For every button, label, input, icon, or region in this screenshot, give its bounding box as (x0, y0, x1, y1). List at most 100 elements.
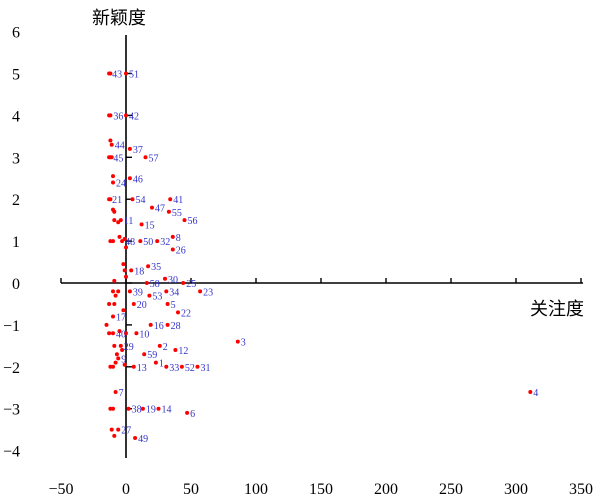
point-label: 3 (241, 338, 246, 349)
data-point (112, 433, 117, 438)
point-label: 25 (186, 279, 196, 290)
point-label: 2 (163, 342, 168, 353)
data-point (127, 146, 132, 151)
data-point (120, 239, 125, 244)
data-point (120, 348, 125, 353)
data-point (165, 322, 170, 327)
point-label: 49 (138, 434, 148, 445)
data-point (153, 360, 158, 365)
x-tick-label: 0 (122, 481, 130, 498)
point-label: 41 (173, 195, 183, 206)
point-label: 37 (133, 145, 143, 156)
data-point (131, 301, 136, 306)
data-point (113, 293, 118, 298)
data-point (181, 281, 186, 285)
point-label: 8 (176, 233, 181, 244)
data-point (139, 222, 144, 227)
data-point (111, 207, 115, 212)
data-point (164, 364, 169, 369)
y-tick-label: 2 (12, 192, 20, 209)
point-label: 33 (169, 363, 179, 374)
data-point (131, 364, 136, 369)
point-label: 51 (129, 70, 139, 81)
data-point (124, 331, 128, 336)
point-label: 46 (133, 174, 143, 185)
point-label: 9 (121, 354, 126, 365)
data-point (117, 329, 122, 334)
data-point (116, 356, 121, 361)
data-point (107, 71, 112, 76)
data-point (118, 218, 123, 223)
data-point (146, 264, 151, 269)
point-label: 34 (169, 287, 179, 298)
data-point (147, 293, 152, 298)
data-point (113, 389, 118, 394)
data-point (148, 322, 153, 327)
data-point (118, 343, 123, 348)
y-axis-title: 新颖度 (92, 8, 146, 29)
data-point (111, 180, 115, 185)
data-point (176, 310, 180, 315)
point-label: 59 (147, 350, 157, 361)
data-point (117, 234, 122, 239)
data-point (129, 268, 134, 273)
x-tick-label: 350 (569, 481, 593, 498)
data-point (198, 289, 203, 294)
point-label: 45 (113, 153, 123, 164)
point-label: 13 (137, 363, 147, 374)
data-point (124, 71, 128, 76)
data-point (112, 278, 117, 283)
data-point (111, 289, 115, 294)
data-point (144, 281, 149, 285)
point-label: 38 (132, 405, 142, 416)
data-point (134, 331, 139, 336)
point-label: 29 (124, 342, 134, 353)
y-tick-label: −3 (3, 402, 20, 419)
data-point (124, 113, 128, 118)
data-point (235, 339, 240, 344)
data-point (173, 348, 178, 353)
y-tick-label: 4 (12, 108, 20, 125)
point-label: 15 (145, 220, 155, 231)
point-label: 12 (178, 346, 188, 357)
point-label: 44 (115, 141, 125, 152)
y-tick-label: −4 (3, 444, 20, 461)
data-point (143, 155, 148, 160)
point-label: 1 (159, 359, 164, 370)
data-point (111, 364, 115, 369)
data-point (108, 113, 113, 118)
point-label: 50 (143, 237, 153, 248)
point-label: 48 (125, 237, 135, 248)
x-tick-label: 150 (309, 481, 333, 498)
data-point (124, 274, 128, 279)
data-point (109, 142, 114, 147)
point-label: 17 (116, 313, 126, 324)
y-tick-label: 1 (12, 234, 20, 251)
data-point (107, 331, 112, 336)
axes (61, 35, 583, 458)
x-tick-label: 50 (183, 481, 199, 498)
data-point (163, 276, 167, 281)
data-point (112, 343, 117, 348)
data-point (142, 352, 147, 357)
x-tick-label: 100 (244, 481, 268, 498)
data-point (121, 308, 126, 313)
y-tick-label: −1 (3, 318, 20, 335)
data-point (195, 364, 200, 369)
x-tick-label: 200 (374, 481, 398, 498)
data-point (528, 389, 533, 394)
point-label: 23 (203, 287, 213, 298)
point-label: 10 (139, 329, 149, 340)
data-point (112, 301, 117, 306)
data-point (138, 239, 143, 244)
data-point (114, 352, 119, 357)
data-point (116, 427, 121, 432)
data-point (164, 289, 169, 294)
data-point (113, 360, 118, 365)
point-label: 16 (154, 321, 164, 332)
data-point (127, 176, 132, 181)
data-point (111, 239, 115, 244)
point-label: 53 (152, 292, 162, 303)
